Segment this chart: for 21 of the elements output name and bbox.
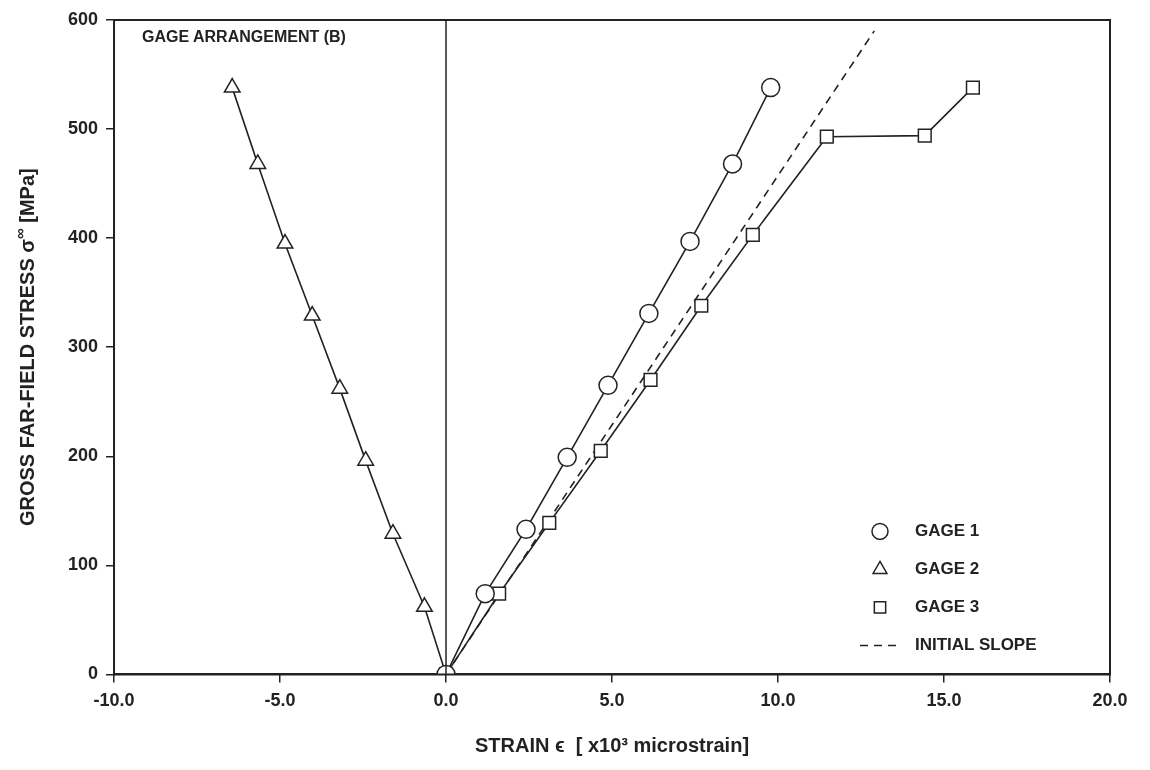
legend-label: GAGE 1 bbox=[915, 521, 980, 541]
legend-label: INITIAL SLOPE bbox=[915, 635, 1037, 655]
x-tick-label: 15.0 bbox=[926, 690, 962, 711]
x-tick-label: -5.0 bbox=[264, 690, 296, 711]
y-tick-label: 400 bbox=[67, 227, 99, 248]
legend-label: GAGE 3 bbox=[915, 597, 980, 617]
y-tick-label: 100 bbox=[67, 554, 99, 575]
annotation: GAGE ARRANGEMENT (B) bbox=[142, 28, 346, 46]
x-axis-title: STRAIN ϵ [ x10³ microstrain] bbox=[474, 734, 750, 756]
y-tick-label: 200 bbox=[67, 445, 99, 466]
x-tick-label: 0.0 bbox=[433, 690, 459, 711]
x-tick-label: 10.0 bbox=[760, 690, 796, 711]
legend-label: GAGE 2 bbox=[915, 559, 980, 579]
y-tick-label: 600 bbox=[67, 8, 99, 29]
x-tick-label: 5.0 bbox=[599, 690, 625, 711]
y-tick-label: 0 bbox=[88, 663, 99, 684]
y-tick-label: 300 bbox=[67, 336, 99, 357]
y-axis-title: GROSS FAR-FIELD STRESS σ∞ [MPa] bbox=[11, 168, 38, 527]
y-tick-label: 500 bbox=[67, 118, 99, 139]
x-tick-label: -10.0 bbox=[93, 690, 135, 711]
x-tick-label: 20.0 bbox=[1092, 690, 1128, 711]
